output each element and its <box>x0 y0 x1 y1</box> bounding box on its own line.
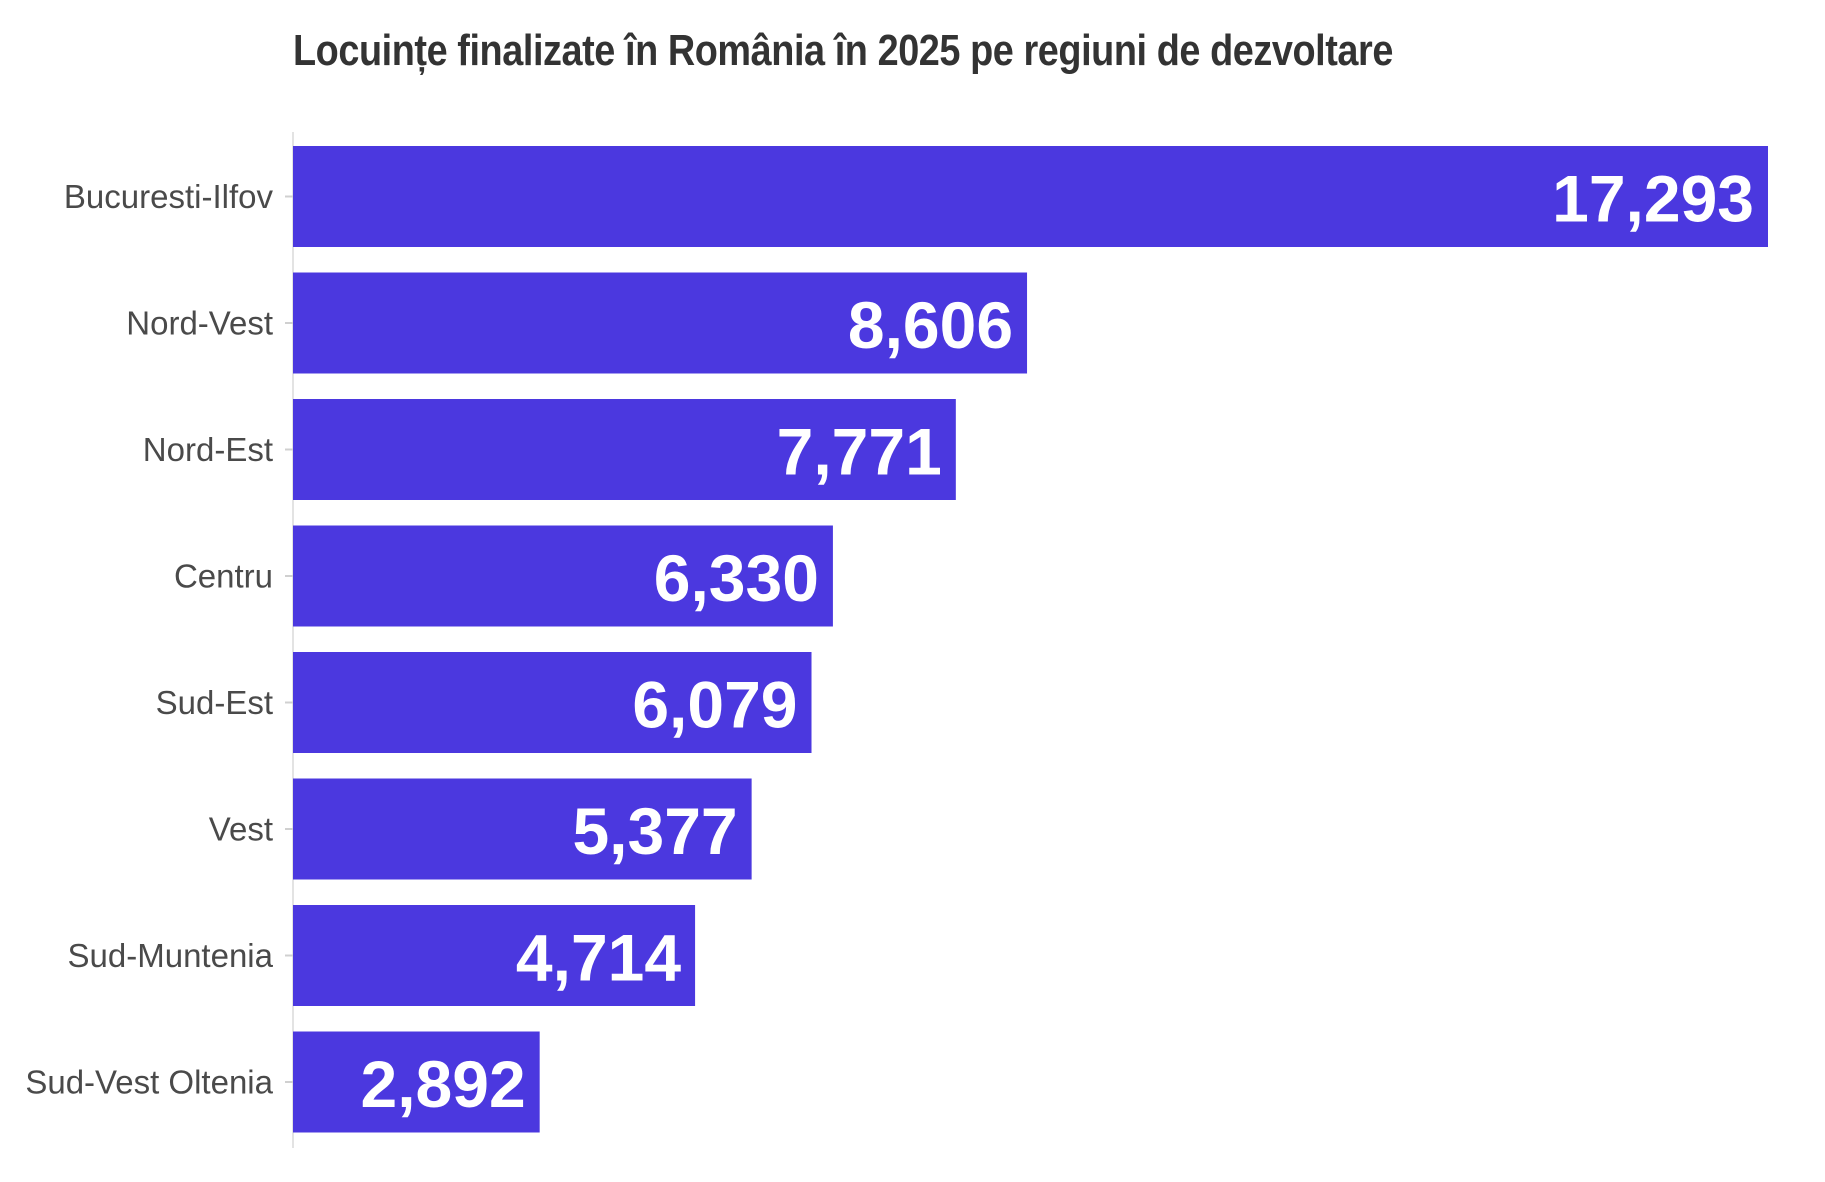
value-label: 7,771 <box>777 415 942 489</box>
category-label: Sud-Est <box>156 684 273 721</box>
category-label: Sud-Vest Oltenia <box>25 1064 273 1101</box>
bar <box>293 272 1028 374</box>
category-label: Centru <box>174 558 273 595</box>
category-label: Bucuresti-Ilfov <box>64 178 274 215</box>
bar <box>293 652 812 753</box>
chart-title: Locuințe finalizate în România în 2025 p… <box>293 26 1393 75</box>
value-label: 8,606 <box>848 288 1013 362</box>
category-label: Nord-Vest <box>126 305 273 342</box>
bar <box>293 525 833 627</box>
bar <box>293 146 1768 247</box>
bar <box>293 399 956 500</box>
value-label: 2,892 <box>361 1047 526 1121</box>
category-label: Vest <box>209 811 273 848</box>
value-label: 6,079 <box>632 668 797 742</box>
value-label: 17,293 <box>1552 162 1754 236</box>
value-label: 6,330 <box>654 541 819 615</box>
category-label: Nord-Est <box>143 431 273 468</box>
bar <box>293 778 752 880</box>
bar <box>293 1031 540 1133</box>
bar <box>293 905 696 1006</box>
category-label: Sud-Muntenia <box>68 937 274 974</box>
value-label: 4,714 <box>516 921 681 995</box>
value-label: 5,377 <box>572 794 737 868</box>
